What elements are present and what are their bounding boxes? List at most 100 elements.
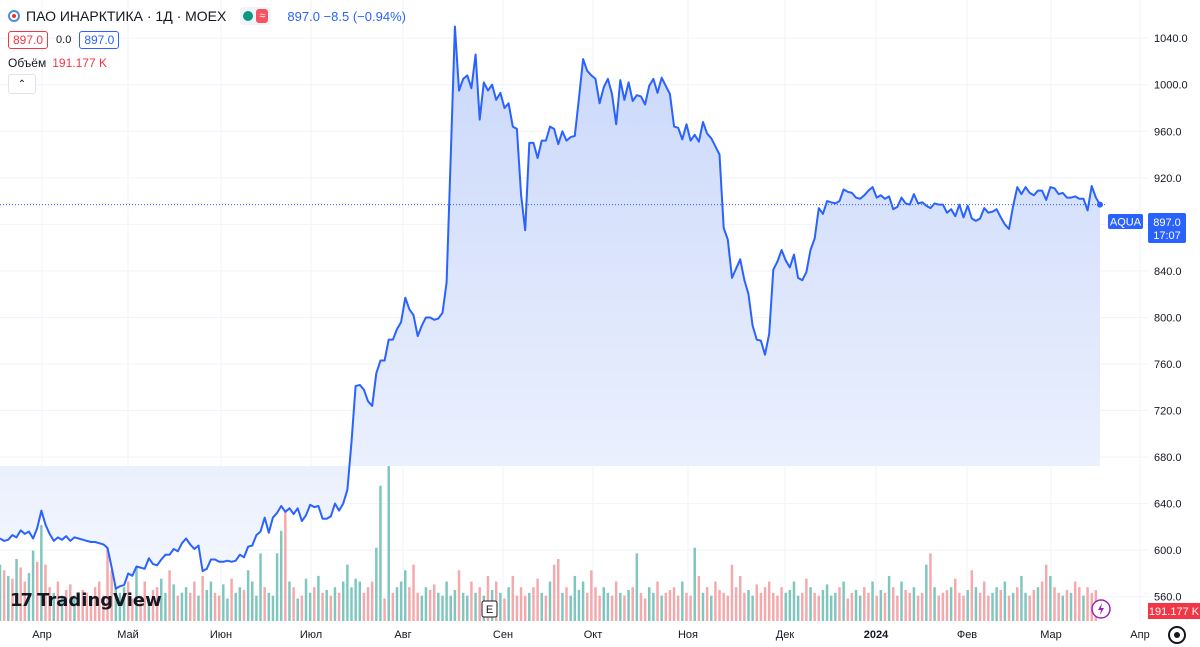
volume-bar [796,595,800,621]
volume-bar [122,587,126,621]
volume-bar [891,587,895,621]
volume-bar [308,592,312,621]
x-tick-label: Июл [300,629,322,641]
volume-bar [875,595,878,621]
volume-bar [64,590,68,621]
volume-bar [457,570,461,621]
earnings-marker[interactable]: E [481,600,498,618]
volume-bar [391,592,395,621]
volume-bar [825,584,829,621]
volume-bar [246,570,250,621]
alert-lightning-icon[interactable] [1091,599,1111,619]
last-price-label: 897.0 17:07 [1148,213,1186,243]
volume-bar [399,581,403,621]
volume-bar [838,587,841,621]
y-tick-label: 920.0 [1154,173,1182,185]
volume-bar [420,595,424,621]
volume-bar [813,592,816,621]
volume-bar [631,587,634,621]
buy-button[interactable]: 897.0 [79,31,120,49]
y-tick-label: 840.0 [1154,266,1182,278]
volume-bar [143,581,146,621]
volume-bar [27,573,31,621]
volume-bar [912,587,916,621]
tradingview-logo[interactable]: 17 TradingView [10,590,162,611]
volume-bar [486,575,490,621]
volume-bar [594,587,597,621]
volume-bar [693,547,696,621]
volume-bar [738,575,742,621]
volume-bar [259,553,262,621]
volume-bar [623,595,626,621]
price-axis[interactable]: 1080.01040.01000.0960.0920.0880.0840.080… [1154,0,1188,604]
volume-bar [548,581,552,621]
time-axis[interactable]: Апр Май Июн Июл Авг Сен Окт Ноя Дек 2024 Фев Мар Апр [32,629,1149,641]
volume-bar [44,564,47,621]
volume-bar [106,542,109,621]
x-tick-label: Дек [776,629,795,641]
settings-gear-icon[interactable] [1168,626,1186,644]
volume-bar [238,587,242,621]
volume-bar [565,587,568,621]
volume-bar [602,587,605,621]
volume-bar [776,595,779,621]
volume-bar [193,581,196,621]
symbol-title[interactable]: ПАО ИНАРКТИКА · 1Д · MOEX [26,8,227,24]
volume-bar [743,592,746,621]
collapse-legend-button[interactable]: ⌃ [8,74,36,94]
volume-bar [949,587,953,621]
market-status[interactable]: ≈ [240,7,272,25]
volume-bar [887,575,891,621]
volume-bar [292,587,295,621]
volume-bar [362,592,366,621]
volume-bar [69,584,72,621]
volume-bar [780,587,783,621]
volume-bar [370,581,374,621]
volume-bar [437,592,440,621]
volume-bar [507,587,510,621]
sell-button[interactable]: 897.0 [8,31,49,49]
volume-bars [0,466,1098,621]
y-tick-label: 640.0 [1154,499,1182,511]
volume-bar [519,587,523,621]
volume-bar [705,587,709,621]
volume-bar [0,564,2,621]
volume-bar [383,598,386,621]
volume-bar [1078,587,1081,621]
volume-bar [850,592,854,621]
volume-bar [900,581,903,621]
volume-bar [424,587,428,621]
volume-bar [412,564,415,621]
y-tick-label: 600.0 [1154,545,1182,557]
volume-bar [718,590,721,621]
volume-bar [660,595,663,621]
volume-bar [1024,592,1027,621]
volume-bar [230,578,233,621]
volume-bar [829,595,833,621]
volume-bar [11,578,14,621]
volume-bar [528,592,531,621]
volume-bar [354,578,357,621]
volume-bar [267,592,271,621]
volume-bar [470,581,473,621]
volume-bar [1073,581,1077,621]
earnings-marker-label: E [486,604,493,616]
volume-bar [404,570,407,621]
volume-bar [999,590,1002,621]
volume-bar [118,592,122,621]
volume-bar [466,595,469,621]
volume-bar [73,595,76,621]
volume-bar [1061,595,1065,621]
volume-bar [379,485,382,621]
chevron-up-icon: ⌃ [17,78,27,90]
volume-bar [1053,587,1056,621]
x-tick-label: Мар [1040,629,1062,641]
symbol-badge: AQUA [1108,214,1143,229]
volume-bar [213,592,217,621]
volume-bar [1032,590,1036,621]
volume-bar [126,581,130,621]
symbol-badge-text: AQUA [1110,217,1142,229]
volume-bar [313,587,316,621]
volume-bar [499,592,502,621]
